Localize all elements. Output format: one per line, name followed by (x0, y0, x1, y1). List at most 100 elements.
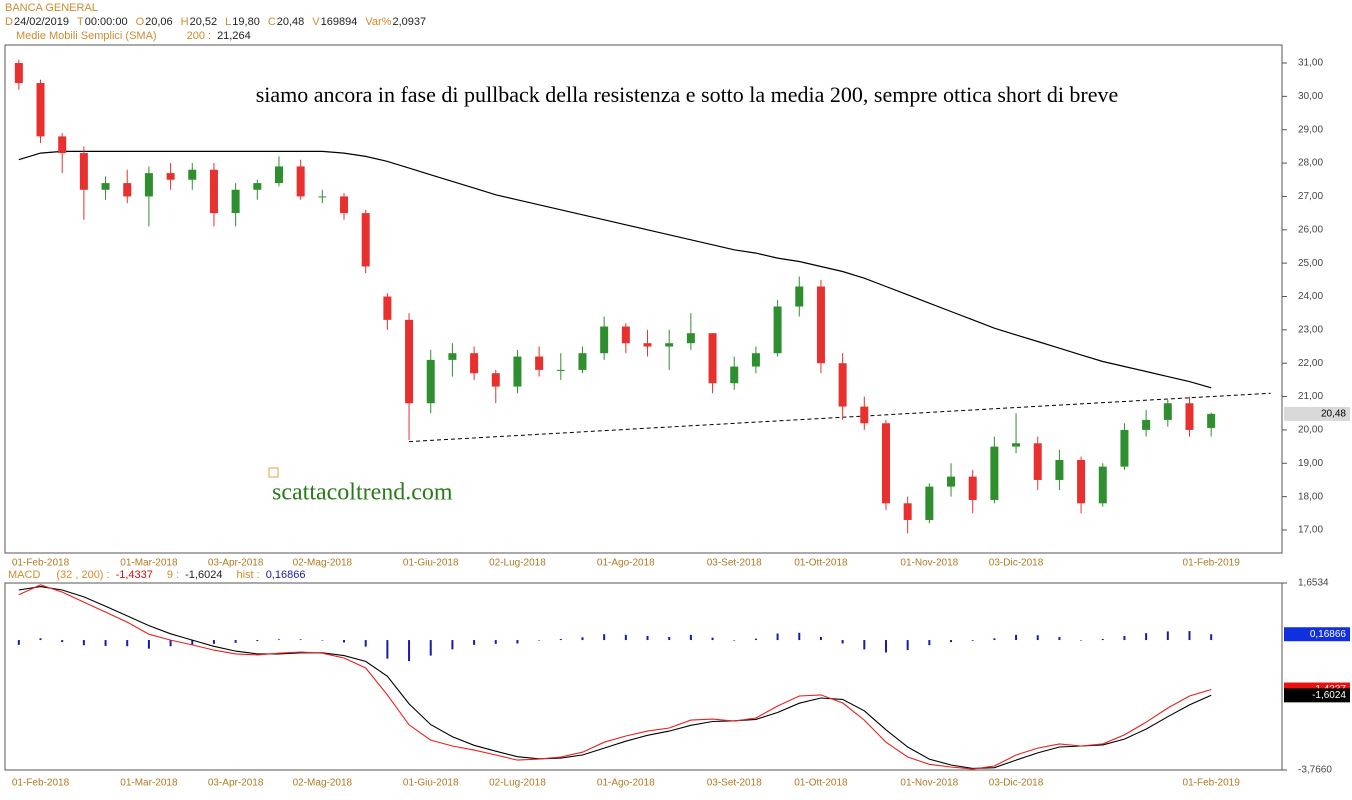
hist-bar (61, 640, 64, 643)
hist-bar (1015, 634, 1018, 641)
header-text: 200 : (187, 30, 211, 42)
header-text: 20,06 (145, 16, 173, 28)
candle-body (686, 333, 695, 344)
candle-body (253, 183, 262, 190)
hist-bar (321, 640, 324, 641)
macd-line (18, 584, 1212, 770)
candle-body (491, 373, 500, 387)
y-tick-label: 23,00 (1298, 324, 1323, 335)
hist-bar (364, 640, 367, 647)
x-tick-label: 03-Dic-2018 (989, 778, 1044, 789)
hist-bar (754, 638, 757, 641)
candle-body (816, 286, 825, 364)
x-tick-label: 01-Mar-2018 (120, 778, 178, 789)
x-tick-label: 01-Giu-2018 (403, 778, 459, 789)
header-text: (32 , 200) : (56, 569, 109, 581)
hist-bar (256, 640, 259, 642)
hist-bar (711, 637, 714, 641)
candle-body (990, 446, 999, 500)
header-text: 20,52 (190, 16, 218, 28)
header-text: V (312, 16, 320, 28)
candle-body (405, 319, 414, 404)
candle-body (1033, 443, 1042, 480)
x-tick-label: 03-Apr-2018 (208, 558, 264, 569)
y-tick-label: 29,00 (1298, 124, 1323, 135)
y-tick-label: 1,6534 (1298, 578, 1329, 589)
hist-bar (126, 640, 129, 647)
header-text: 20,48 (277, 16, 305, 28)
macd-line (18, 586, 1212, 769)
header-text: hist : (236, 569, 259, 581)
x-tick-label: 01-Ago-2018 (597, 558, 655, 569)
candle-body (578, 353, 587, 370)
y-tick-label: 21,00 (1298, 391, 1323, 402)
header-text: L (225, 16, 231, 28)
candle-body (925, 486, 934, 520)
candle-body (448, 353, 457, 360)
candle-body (600, 326, 609, 354)
value-tag (1284, 406, 1350, 421)
candle-body (79, 153, 88, 190)
candle-body (947, 476, 956, 487)
candle-body (361, 213, 370, 267)
x-tick-label: 01-Nov-2018 (900, 778, 958, 789)
hist-bar (277, 639, 280, 641)
marker-icon (268, 467, 279, 478)
header-text: H (181, 16, 189, 28)
sma-line (18, 150, 1212, 389)
value-tag-label: -1,6024 (1312, 690, 1346, 701)
header-text: Var% (365, 16, 391, 28)
value-tag (1284, 627, 1350, 642)
y-tick-label: 22,00 (1298, 358, 1323, 369)
header-text: C (268, 16, 276, 28)
candle-body (426, 359, 435, 404)
header-text: 169894 (321, 16, 358, 28)
hist-bar (234, 640, 237, 643)
candle-body (1163, 403, 1172, 420)
header-text: T (77, 16, 84, 28)
macd-panel (4, 582, 1283, 771)
candle-body (643, 343, 652, 347)
x-tick-label: 01-Feb-2019 (1183, 558, 1241, 569)
hist-bar (668, 636, 671, 641)
y-tick-label: 27,00 (1298, 191, 1323, 202)
candle-body (881, 423, 890, 504)
candle-body (1142, 419, 1151, 430)
header-text: -1,4337 (116, 569, 153, 581)
value-tag-label: 0,16866 (1310, 629, 1347, 640)
x-tick-label: 01-Ott-2018 (794, 558, 848, 569)
candle-body (556, 369, 565, 371)
candle-body (36, 83, 45, 137)
value-tag (1284, 688, 1350, 703)
candle-body (968, 476, 977, 500)
watermark: scattacoltrend.com (272, 480, 453, 506)
candle-body (296, 166, 305, 197)
x-tick-label: 02-Lug-2018 (489, 558, 546, 569)
hist-bar (494, 640, 497, 644)
x-tick-label: 01-Feb-2018 (12, 558, 70, 569)
candle-body (860, 406, 869, 424)
x-tick-label: 03-Set-2018 (707, 778, 762, 789)
candle-body (123, 183, 132, 197)
hist-bar (559, 639, 562, 641)
hist-bar (1101, 639, 1104, 641)
hist-bar (798, 632, 801, 641)
hist-bar (299, 639, 302, 641)
hist-bar (733, 640, 736, 641)
candle-body (535, 356, 544, 370)
y-tick-label: 31,00 (1298, 58, 1323, 69)
hist-bar (343, 640, 346, 643)
hist-bar (993, 638, 996, 641)
hist-bar (863, 640, 866, 650)
trendline (409, 392, 1271, 443)
hist-bar (624, 634, 627, 641)
y-tick-label: 25,00 (1298, 258, 1323, 269)
candle-body (795, 286, 804, 307)
candle-body (1012, 443, 1021, 447)
candle-body (58, 136, 67, 154)
hist-bar (841, 640, 844, 644)
candle-body (188, 169, 197, 180)
candle-body (101, 183, 110, 190)
y-tick-label: 20,00 (1298, 425, 1323, 436)
header-text: Medie Mobili Semplici (SMA) (16, 30, 157, 42)
